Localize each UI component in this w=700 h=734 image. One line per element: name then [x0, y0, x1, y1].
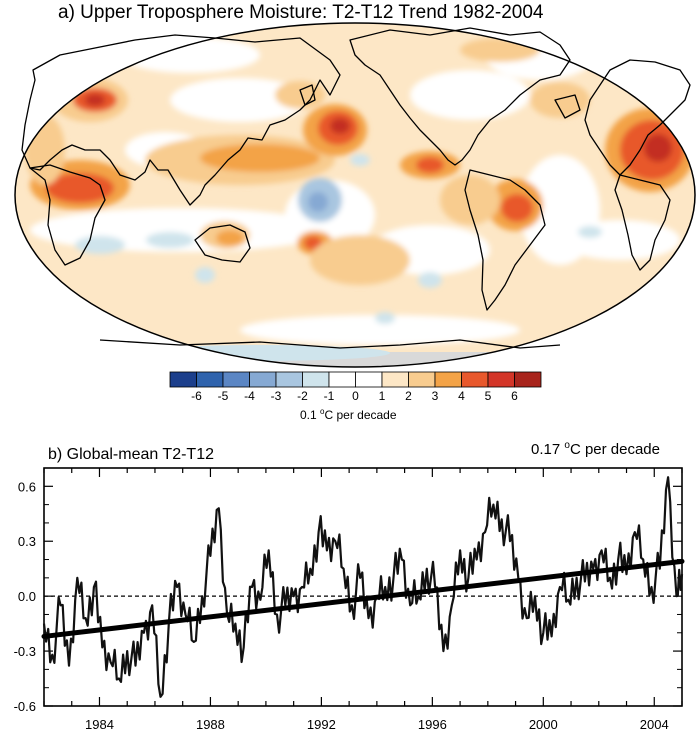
- colorbar-tick-label: -2: [297, 389, 308, 403]
- colorbar-swatch: [514, 371, 542, 388]
- colorbar-tick-label: 3: [432, 389, 439, 403]
- y-tick-label: -0.3: [14, 644, 36, 659]
- time-series-chart: 1984 1988 1992 1996 2000 2004 -0.6 -0.3 0.0 0.3 0.…: [14, 467, 685, 732]
- trend-rate-label: 0.17 oC per decade: [531, 440, 660, 458]
- chart-axes: 1984 1988 1992 1996 2000 2004 -0.6 -0.3 0.0 0.3 0.…: [14, 467, 683, 732]
- y-tick-label: -0.6: [14, 699, 36, 714]
- colorbar-tick-label: -6: [191, 389, 202, 403]
- x-tick-label: 1996: [418, 717, 447, 732]
- colorbar-swatch: [355, 371, 383, 388]
- coastlines: [21, 27, 691, 349]
- colorbar-tick-label: 2: [405, 389, 412, 403]
- colorbar-tick-label: 1: [379, 389, 386, 403]
- colorbar-tick-label: -3: [271, 389, 282, 403]
- colorbar-swatch: [328, 371, 356, 388]
- x-tick-label: 2004: [640, 717, 669, 732]
- trend-line: [41, 558, 685, 639]
- colorbar-swatch: [408, 371, 436, 388]
- y-tick-label: 0.6: [18, 479, 36, 494]
- x-tick-label: 1988: [196, 717, 225, 732]
- colorbar-swatch: [249, 371, 277, 388]
- colorbar-swatch: [381, 371, 409, 388]
- x-tick-label: 1984: [85, 717, 114, 732]
- y-tick-label: 0.0: [18, 589, 36, 604]
- colorbar-swatch: [434, 371, 462, 388]
- colorbar: -6 -5 -4 -3 -2 -1 0 1 2 3 4 5 6: [169, 371, 542, 403]
- colorbar-swatch: [222, 371, 250, 388]
- x-tick-label: 1992: [307, 717, 336, 732]
- colorbar-swatch: [461, 371, 489, 388]
- trend-map: [14, 22, 696, 368]
- colorbar-swatch: [487, 371, 515, 388]
- map-globe-border: [14, 22, 696, 368]
- colorbar-tick-label: -1: [324, 389, 335, 403]
- colorbar-tick-label: 0: [352, 389, 359, 403]
- plot-frame: [43, 467, 683, 707]
- colorbar-swatch: [196, 371, 224, 388]
- colorbar-tick-label: -5: [218, 389, 229, 403]
- colorbar-swatch: [275, 371, 303, 388]
- y-tick-label: 0.3: [18, 534, 36, 549]
- time-series-title: b) Global-mean T2-T12: [48, 446, 214, 463]
- colorbar-tick-label: -4: [244, 389, 255, 403]
- colorbar-swatch: [169, 371, 197, 388]
- series-line-monthly-anomaly: [42, 476, 684, 698]
- colorbar-swatch: [302, 371, 330, 388]
- x-tick-label: 2000: [529, 717, 558, 732]
- colorbar-tick-label: 5: [485, 389, 492, 403]
- map-title: a) Upper Troposphere Moisture: T2-T12 Tr…: [58, 2, 544, 23]
- colorbar-tick-label: 4: [458, 389, 465, 403]
- colorbar-unit-label: 0.1 oC per decade: [300, 407, 397, 422]
- colorbar-tick-label: 6: [511, 389, 518, 403]
